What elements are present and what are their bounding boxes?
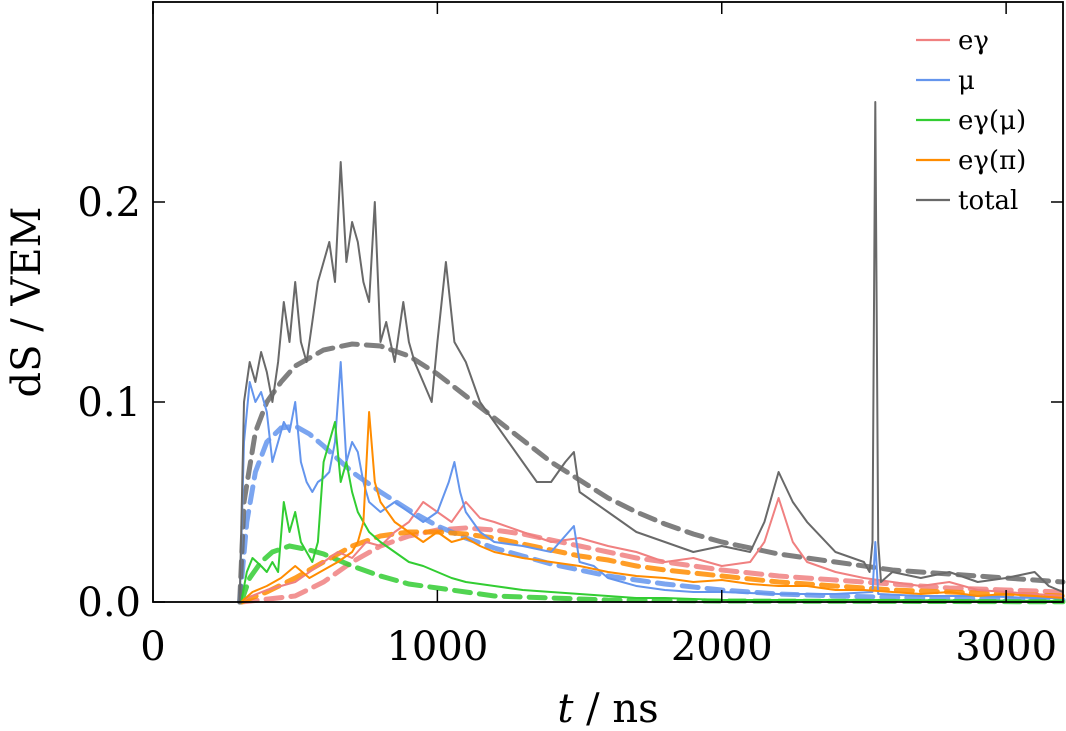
x-tick-label: 1000 <box>386 624 488 670</box>
y-axis-unit: / VEM <box>4 207 50 345</box>
legend-label-0: eγ <box>958 26 989 56</box>
y-tick-label: 0.0 <box>77 580 141 626</box>
y-tick-label: 0.2 <box>77 180 141 226</box>
x-tick-label: 2000 <box>671 624 773 670</box>
x-tick-label: 3000 <box>955 624 1057 670</box>
x-axis-variable: t <box>557 686 574 731</box>
legend-label-4: total <box>958 186 1018 216</box>
fit-lines <box>237 341 1066 605</box>
fit-line-3 <box>238 529 1066 605</box>
fit-line-0 <box>238 525 1066 605</box>
fit-line-2 <box>238 543 1066 605</box>
data-lines <box>238 101 1064 603</box>
y-axis-label: dS / VEM <box>4 207 50 398</box>
fit-line-4 <box>237 341 1066 605</box>
x-axis-label: t / ns <box>557 686 658 731</box>
x-axis-unit: / ns <box>573 686 658 731</box>
x-tick-label: 0 <box>140 624 165 670</box>
legend-label-3: eγ(π) <box>958 146 1026 176</box>
y-axis-variable: dS <box>4 344 50 397</box>
y-tick-label: 0.1 <box>77 380 141 426</box>
legend-label-2: eγ(μ) <box>958 106 1026 136</box>
plot-frame <box>152 1 1064 603</box>
axis-ticks: 0 1000 2000 3000 0.0 0.1 0.2 <box>77 2 1063 670</box>
series-line-4 <box>238 101 1064 603</box>
legend-label-1: μ <box>958 66 975 96</box>
series-line-2 <box>240 421 1064 603</box>
series-line-3 <box>240 411 1064 603</box>
legend: eγ μ eγ(μ) eγ(π) total <box>916 26 1026 216</box>
